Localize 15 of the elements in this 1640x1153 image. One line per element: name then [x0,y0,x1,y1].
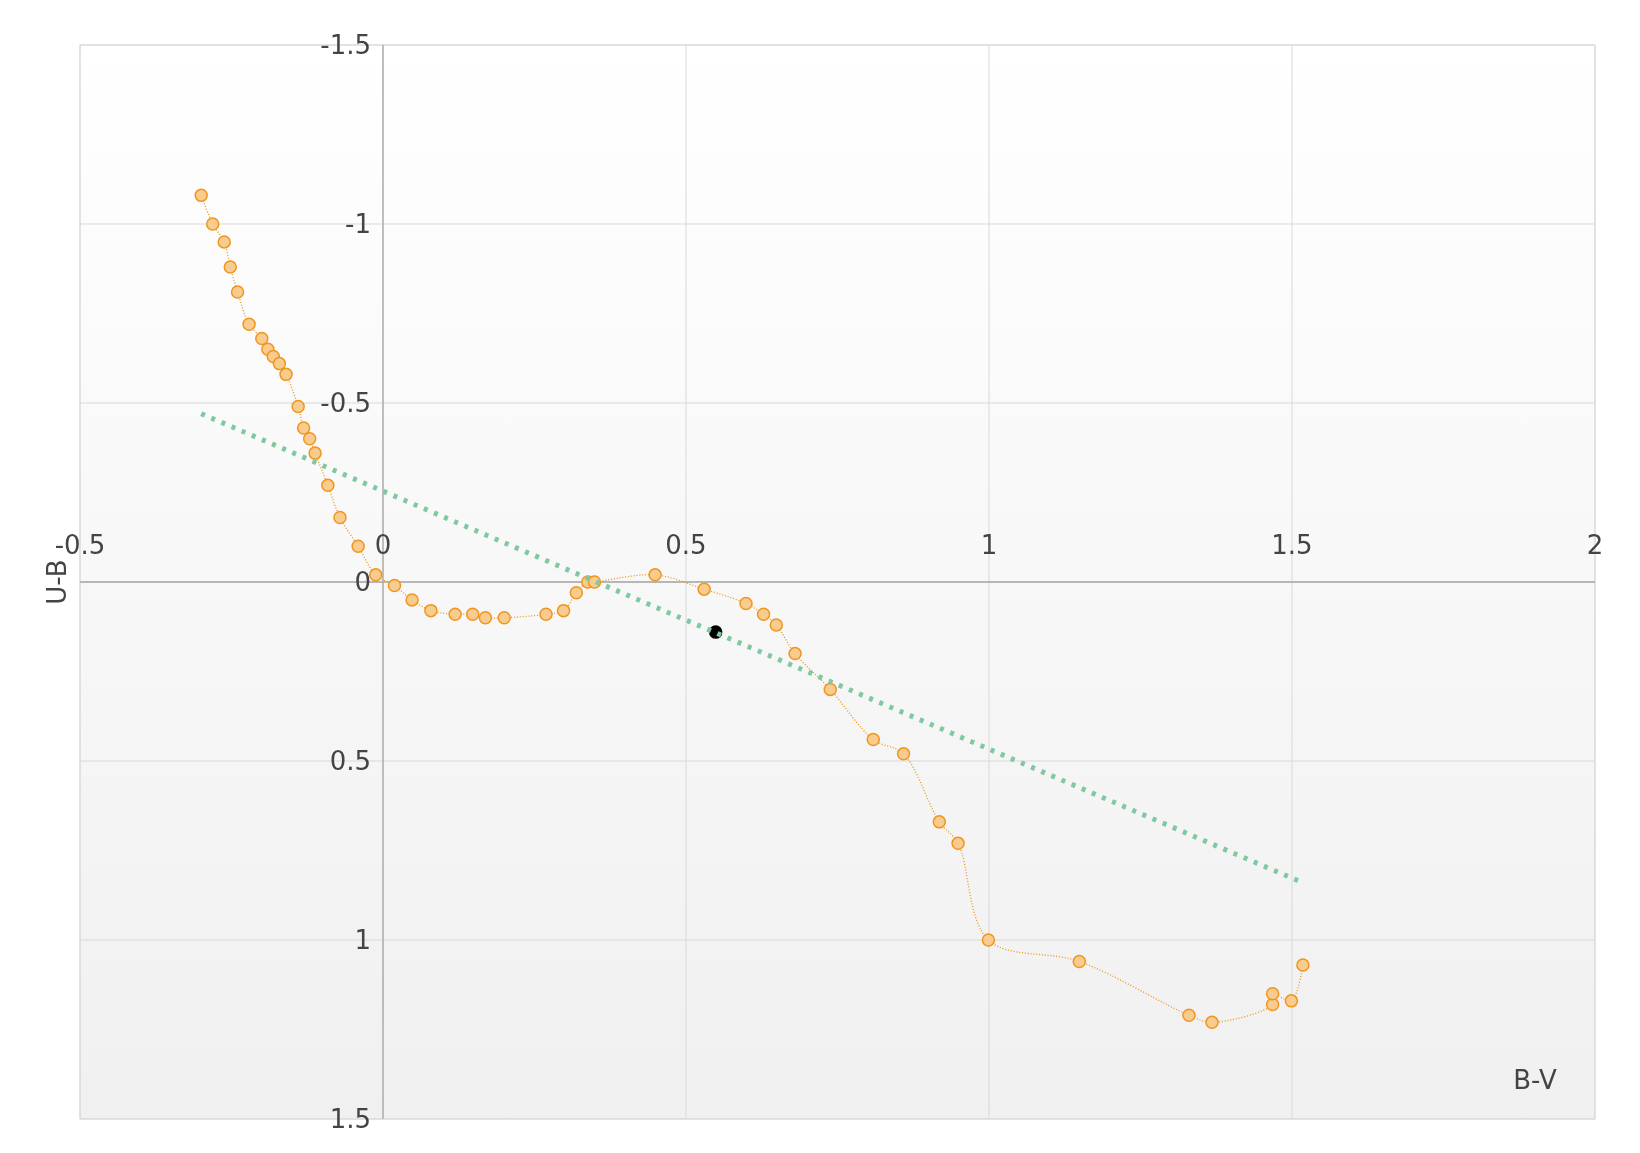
y-tick-label: -0.5 [320,388,371,419]
y-axis-title: U-B [42,559,72,605]
y-tick-label: 0 [354,567,371,598]
x-tick-label: 0 [374,530,392,560]
y-tick-label: -1.5 [320,30,371,61]
x-tick-label: 1.5 [1271,530,1313,560]
y-tick-label: -1 [345,209,371,240]
x-tick-label: -0.5 [54,530,106,560]
y-tick-label: 0.5 [329,746,371,777]
y-tick-label: 1.5 [329,1104,371,1135]
x-axis-title: B-V [1513,1065,1557,1095]
x-tick-label: 1 [980,530,998,560]
x-tick-label: 0.5 [665,530,707,560]
x-tick-label: 2 [1586,530,1604,560]
y-tick-label: 1 [354,925,371,956]
